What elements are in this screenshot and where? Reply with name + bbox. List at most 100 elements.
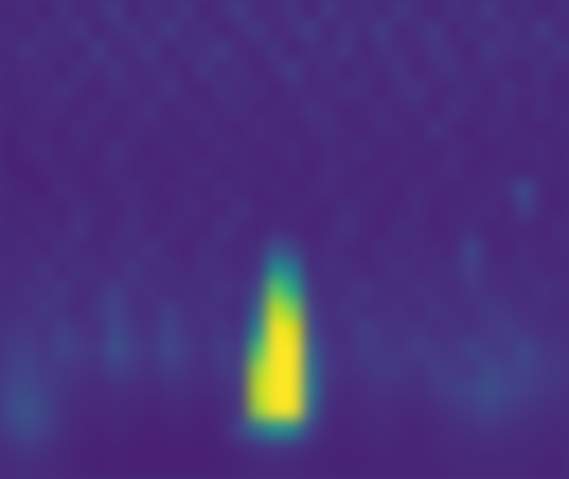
heat-cell (18, 20, 36, 41)
heat-cell (462, 120, 480, 141)
heat-cell (231, 200, 249, 221)
heat-cell (373, 279, 391, 300)
heat-cell (36, 439, 54, 460)
heat-cell (462, 299, 480, 320)
heat-cell (231, 180, 249, 201)
heat-cell (427, 80, 445, 101)
heat-cell (36, 339, 54, 360)
heat-cell (285, 399, 303, 420)
heat-cell (285, 180, 303, 201)
heat-cell (480, 240, 498, 261)
heat-cell (551, 259, 569, 280)
heat-cell (71, 100, 89, 121)
heat-cell (178, 60, 196, 81)
heat-cell (71, 259, 89, 280)
heat-cell (551, 399, 569, 420)
heat-cell (373, 339, 391, 360)
heat-cell (320, 299, 338, 320)
heat-cell (231, 120, 249, 141)
heat-cell (391, 359, 409, 380)
heat-cell (178, 459, 196, 479)
heat-cell (338, 399, 356, 420)
heat-cell (249, 180, 267, 201)
heat-cell (178, 100, 196, 121)
heat-cell (18, 399, 36, 420)
heat-cell (391, 60, 409, 81)
heat-cell (107, 20, 125, 41)
heat-cell (107, 339, 125, 360)
heat-cell (36, 40, 54, 61)
heat-cell (427, 200, 445, 221)
heat-cell (338, 240, 356, 261)
heat-cell (409, 80, 427, 101)
heat-cell (516, 200, 534, 221)
heat-cell (373, 379, 391, 400)
heat-cell (107, 60, 125, 81)
heat-cell (53, 140, 71, 161)
heat-cell (285, 379, 303, 400)
heat-cell (533, 0, 551, 21)
heat-cell (178, 200, 196, 221)
heat-cell (89, 40, 107, 61)
heat-cell (142, 20, 160, 41)
heat-cell (498, 200, 516, 221)
heat-cell (249, 240, 267, 261)
heat-cell (391, 379, 409, 400)
heat-cell (18, 259, 36, 280)
heat-cell (445, 60, 463, 81)
heat-cell (462, 319, 480, 340)
heat-cell (480, 220, 498, 241)
heat-cell (213, 459, 231, 479)
heat-cell (302, 259, 320, 280)
heat-cell (124, 160, 142, 181)
heat-cell (53, 200, 71, 221)
heat-cell (427, 140, 445, 161)
heat-cell (196, 200, 214, 221)
heat-cell (516, 60, 534, 81)
heat-cell (53, 220, 71, 241)
heat-cell (18, 0, 36, 21)
heat-cell (338, 319, 356, 340)
heat-cell (373, 100, 391, 121)
heat-cell (551, 339, 569, 360)
heat-cell (356, 120, 374, 141)
heat-cell (36, 359, 54, 380)
heat-cell (53, 459, 71, 479)
heat-cell (445, 140, 463, 161)
heat-cell (391, 0, 409, 21)
heat-cell (498, 60, 516, 81)
heat-cell (160, 379, 178, 400)
heat-cell (160, 399, 178, 420)
heat-cell (285, 80, 303, 101)
heat-cell (373, 200, 391, 221)
heat-cell (53, 299, 71, 320)
heat-cell (480, 140, 498, 161)
heat-cell (249, 299, 267, 320)
heat-cell (373, 40, 391, 61)
heat-cell (178, 120, 196, 141)
heat-cell (551, 359, 569, 380)
heat-cell (213, 419, 231, 440)
heat-cell (231, 100, 249, 121)
heat-cell (462, 60, 480, 81)
heat-cell (213, 20, 231, 41)
heat-cell (160, 359, 178, 380)
heat-cell (285, 439, 303, 460)
heat-cell (409, 319, 427, 340)
heat-cell (320, 60, 338, 81)
heat-cell (533, 80, 551, 101)
heat-cell (18, 339, 36, 360)
heat-cell (480, 0, 498, 21)
cells (0, 0, 569, 479)
heat-cell (142, 80, 160, 101)
heat-cell (0, 140, 18, 161)
heat-cell (53, 439, 71, 460)
heat-cell (373, 20, 391, 41)
heat-cell (124, 60, 142, 81)
heat-cell (391, 100, 409, 121)
heat-cell (0, 40, 18, 61)
heat-cell (267, 279, 285, 300)
heat-cell (160, 419, 178, 440)
heat-cell (373, 259, 391, 280)
heat-cell (249, 160, 267, 181)
